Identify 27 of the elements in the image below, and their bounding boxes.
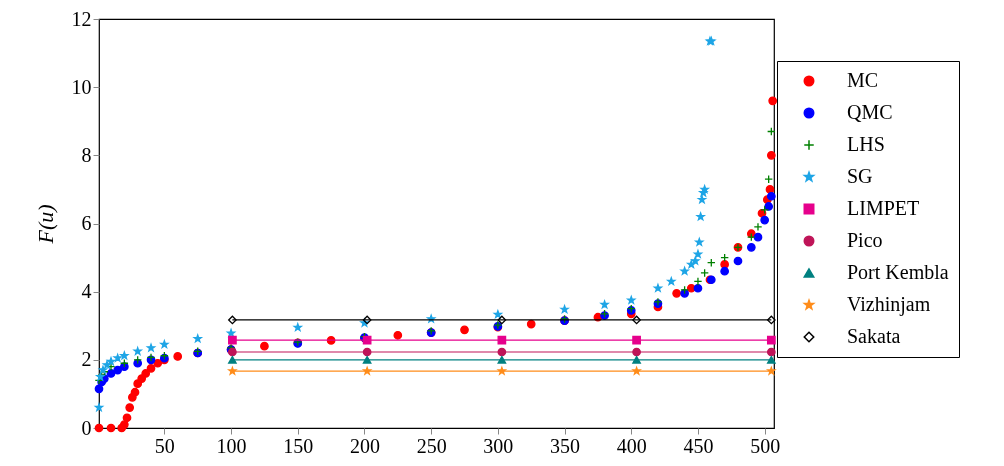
x-tick-label: 500 [750, 434, 781, 457]
legend-label: Pico [847, 229, 883, 251]
legend-label: MC [847, 69, 879, 91]
x-tick-label: 250 [416, 434, 447, 457]
legend-label: Vizhinjam [847, 293, 931, 316]
y-tick-label: 12 [71, 7, 92, 30]
y-tick-label: 2 [81, 348, 92, 371]
y-tick-label: 0 [81, 416, 92, 439]
x-tick-label: 300 [483, 434, 514, 457]
x-tick-label: 200 [349, 434, 380, 457]
y-tick-label: 8 [81, 143, 92, 166]
legend-label: Port Kembla [847, 261, 949, 283]
x-tick-label: 50 [154, 434, 175, 457]
legend-label: LHS [847, 133, 885, 155]
y-tick-label: 10 [71, 75, 92, 98]
y-axis-title: F(u) [32, 204, 58, 245]
legend-label: LIMPET [847, 197, 920, 219]
legend-label: SG [847, 165, 873, 187]
y-tick-label: 6 [81, 212, 92, 234]
y-tick-label: 4 [81, 280, 92, 303]
legend-label: QMC [847, 101, 893, 123]
x-tick-label: 400 [616, 434, 647, 457]
x-tick-label: 450 [683, 434, 714, 457]
legend-label: Sakata [847, 325, 901, 347]
x-tick-label: 350 [550, 434, 581, 457]
x-tick-label: 100 [216, 434, 247, 457]
x-tick-label: 150 [283, 434, 314, 457]
